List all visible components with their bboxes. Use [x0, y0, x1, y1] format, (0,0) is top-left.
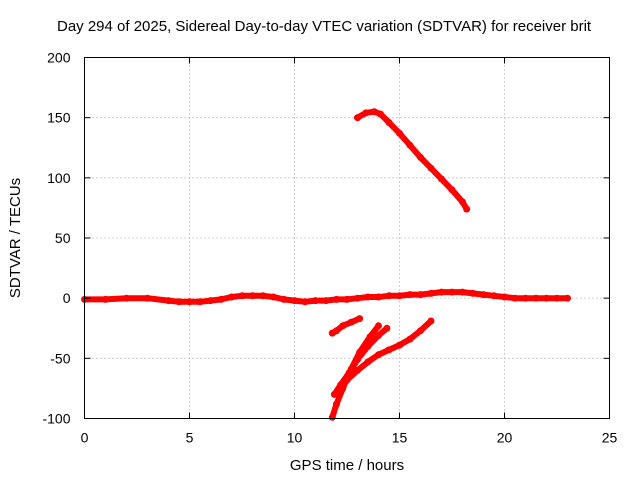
data-point [356, 315, 364, 323]
data-point [375, 332, 382, 339]
data-point [406, 291, 414, 299]
data-point [375, 322, 382, 330]
data-point [270, 293, 277, 301]
data-point [259, 292, 267, 300]
y-tick-label: 150 [47, 110, 71, 126]
grid [84, 57, 610, 419]
data-point [385, 119, 393, 126]
x-tick-label: 5 [186, 430, 194, 446]
data-point [490, 292, 498, 300]
x-tick-label: 0 [81, 430, 89, 446]
data-point [165, 297, 172, 305]
data-point [364, 358, 372, 366]
data-point [396, 292, 403, 300]
x-tick-label: 25 [602, 430, 618, 446]
series-line [354, 108, 470, 213]
data-point [337, 381, 345, 389]
data-point [543, 294, 550, 302]
data-point [427, 317, 435, 325]
data-points [81, 108, 571, 421]
data-point [375, 351, 382, 359]
axis-ticks: 0 5 10 15 20 25 -100 -50 0 50 100 150 200 [42, 50, 617, 446]
data-point [249, 292, 256, 300]
data-point [377, 110, 385, 118]
y-tick-label: -100 [42, 411, 70, 427]
data-point [347, 318, 355, 326]
data-point [364, 293, 372, 301]
y-tick-label: 0 [63, 290, 71, 306]
data-point [459, 288, 466, 296]
data-point [322, 297, 330, 305]
data-point [463, 205, 471, 213]
data-point [354, 294, 361, 302]
data-point [417, 327, 424, 335]
data-point [354, 356, 361, 363]
data-point [280, 295, 288, 303]
data-point [123, 294, 130, 302]
data-point [333, 327, 340, 335]
data-point [328, 413, 336, 421]
y-tick-label: -50 [50, 350, 70, 366]
data-point [383, 324, 391, 332]
data-point [301, 298, 309, 306]
data-point [175, 298, 183, 306]
x-tick-label: 10 [287, 430, 303, 446]
data-point [438, 175, 445, 183]
data-point [333, 295, 340, 303]
data-point [370, 108, 378, 116]
data-point [459, 198, 466, 206]
data-point [364, 342, 372, 350]
data-point [186, 298, 193, 306]
plot-frame [84, 57, 610, 419]
data-point [385, 292, 393, 300]
data-point [385, 346, 393, 354]
data-point [354, 366, 361, 374]
y-tick-label: 50 [55, 230, 71, 246]
data-point [501, 293, 508, 301]
x-axis-label: GPS time / hours [290, 457, 404, 474]
data-point [362, 109, 370, 117]
data-point [339, 322, 347, 330]
data-point [238, 292, 246, 300]
x-tick-label: 15 [392, 430, 408, 446]
data-point [396, 341, 403, 349]
data-point [333, 400, 340, 408]
y-tick-label: 200 [47, 50, 71, 66]
data-point [343, 295, 351, 303]
data-point [312, 297, 319, 305]
data-point [354, 114, 361, 122]
data-point [330, 390, 338, 398]
data-point [375, 293, 382, 301]
data-point [564, 294, 571, 302]
data-point [217, 295, 225, 303]
data-point [396, 129, 403, 137]
data-point [228, 293, 235, 301]
data-point [417, 153, 424, 161]
data-point [417, 291, 424, 299]
data-point [102, 295, 109, 303]
data-point [553, 294, 561, 302]
data-point [406, 335, 414, 343]
chart-title: Day 294 of 2025, Sidereal Day-to-day VTE… [57, 18, 592, 35]
data-point [522, 294, 529, 302]
data-point [532, 294, 540, 302]
data-point [511, 294, 519, 302]
data-point [406, 141, 414, 149]
data-point [196, 298, 204, 306]
y-tick-label: 100 [47, 170, 71, 186]
data-point [438, 288, 445, 296]
data-point [427, 164, 435, 172]
data-point [480, 291, 487, 299]
data-point [144, 294, 151, 302]
x-tick-label: 20 [497, 430, 513, 446]
data-point [343, 376, 351, 384]
y-axis-label: SDTVAR / TECUs [7, 178, 24, 298]
data-point [469, 289, 477, 297]
data-point [448, 186, 456, 194]
data-point [448, 288, 456, 296]
data-point [291, 297, 298, 305]
data-point [207, 297, 214, 305]
data-point [427, 289, 435, 297]
